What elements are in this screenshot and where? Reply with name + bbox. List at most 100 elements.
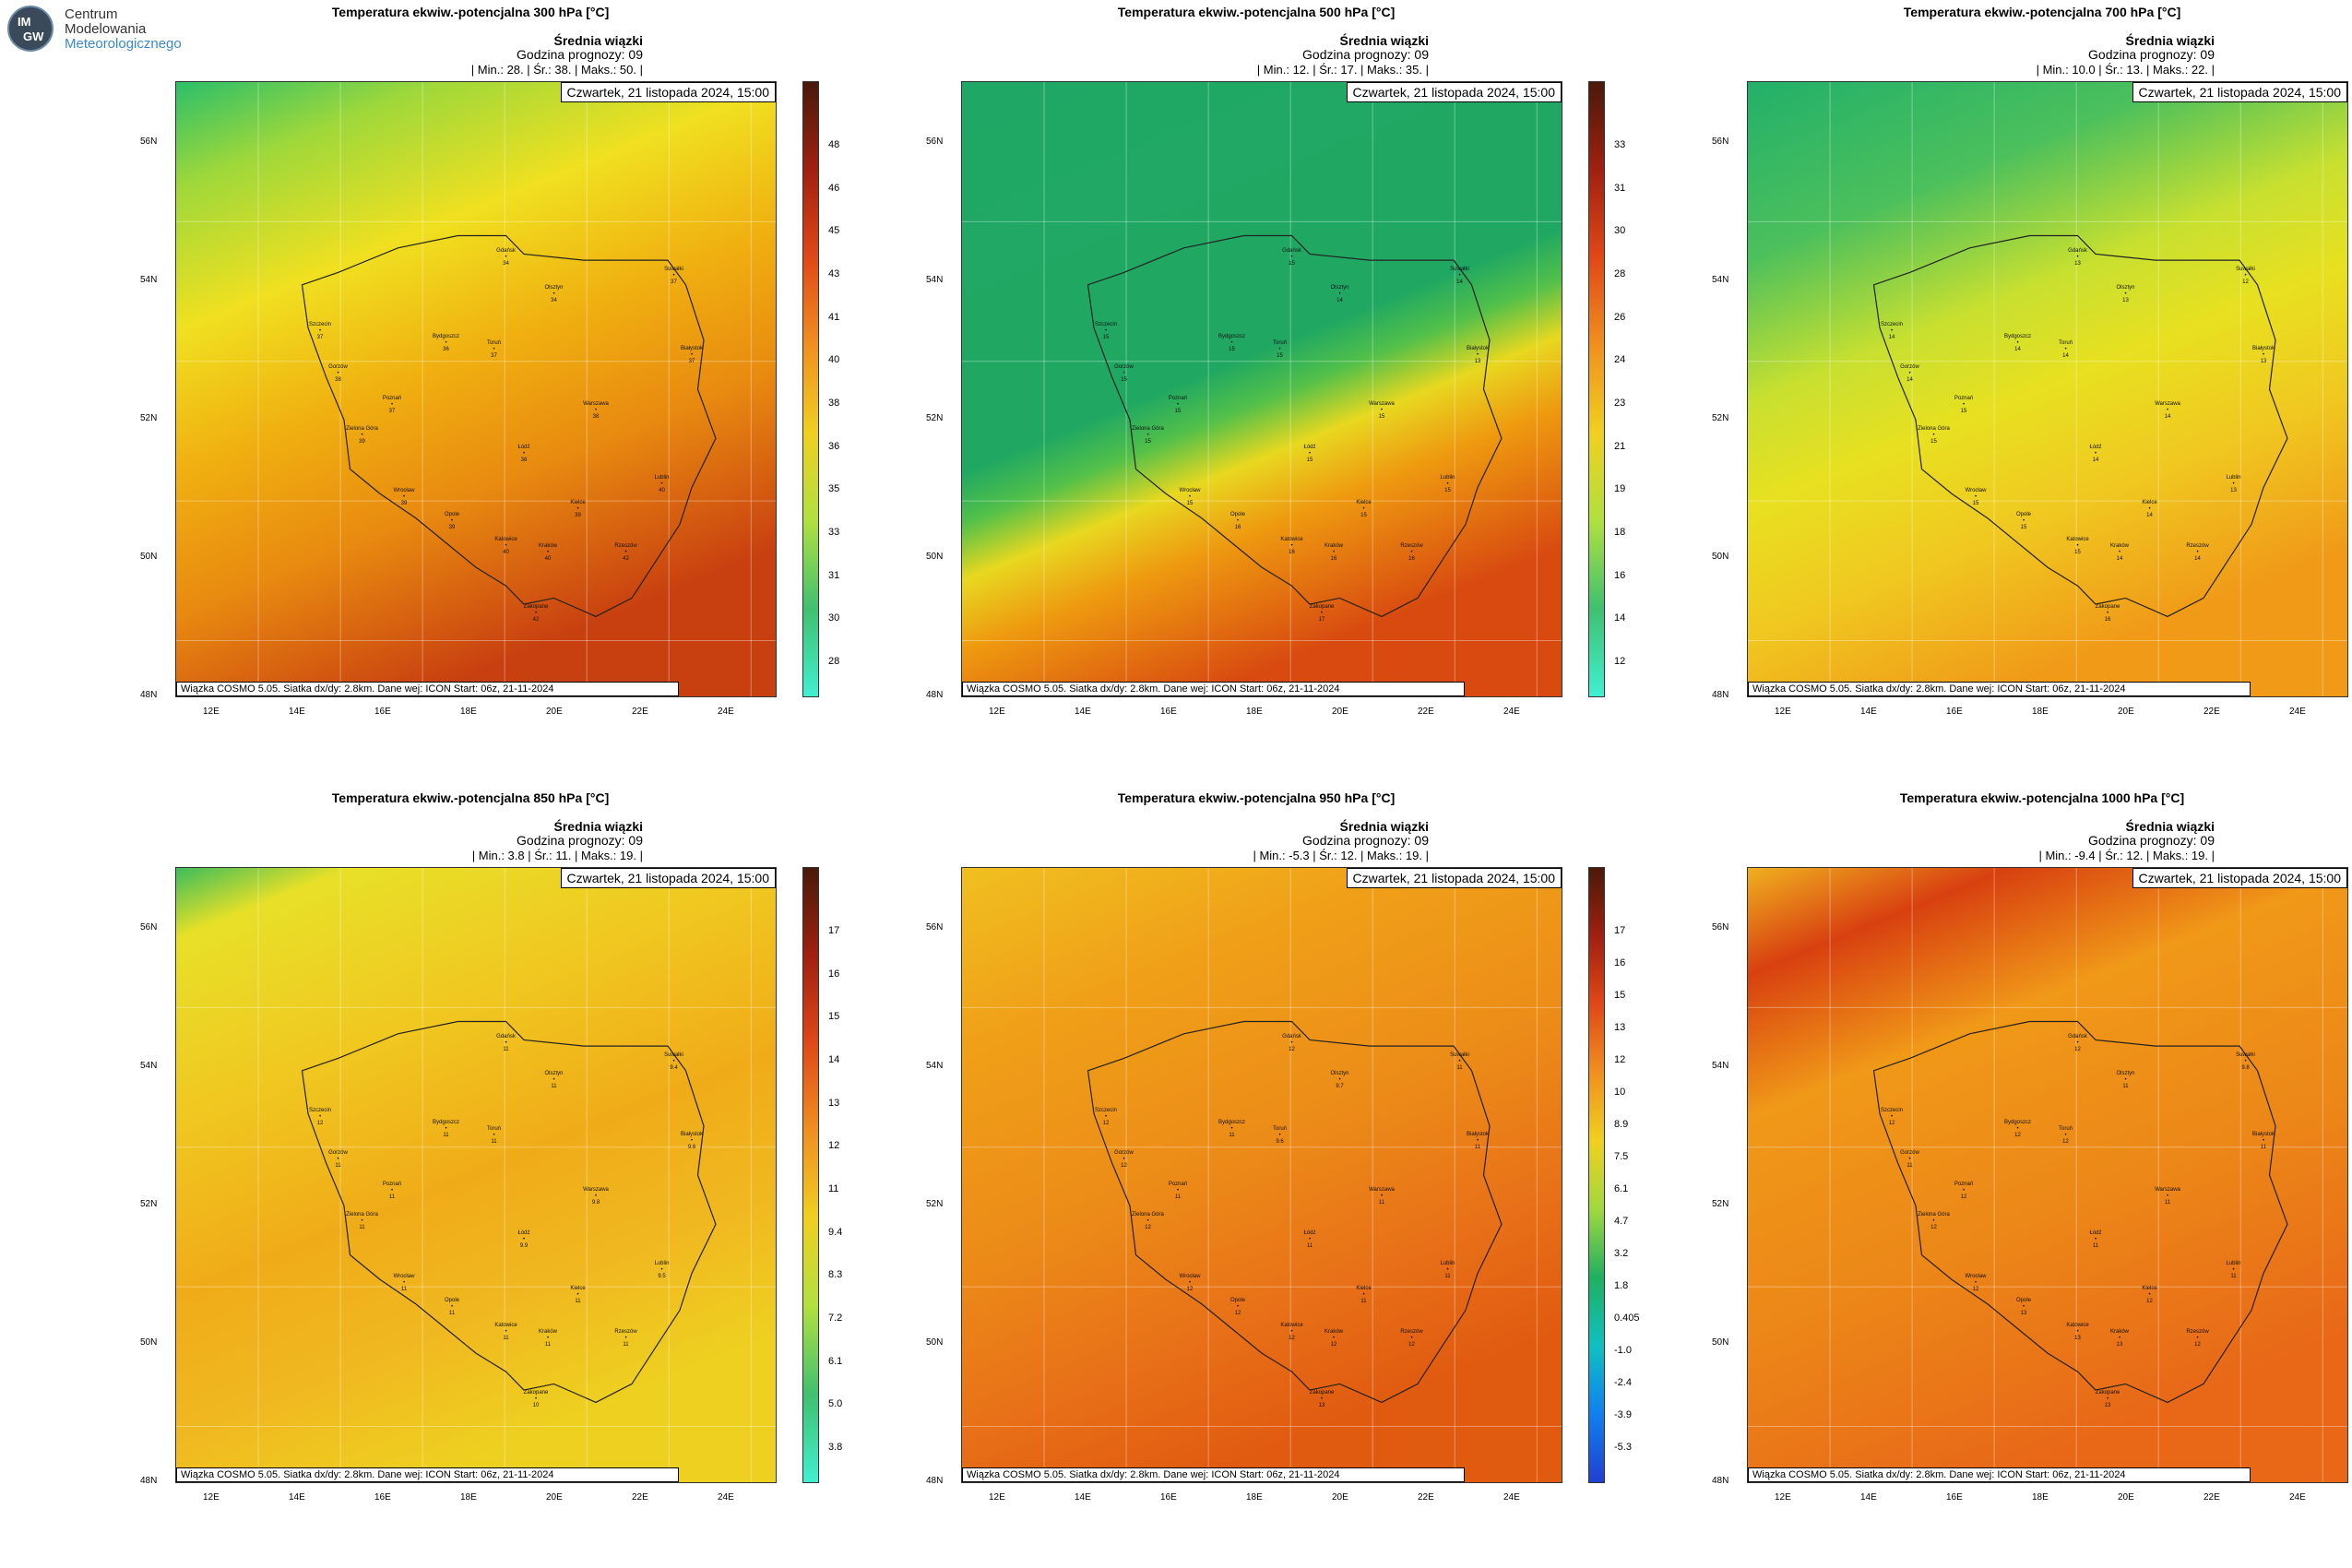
city-label: Toruń • 12: [2058, 1125, 2073, 1145]
lat-label: 50N: [140, 1337, 158, 1348]
forecast-hour: Godzina prognozy: 09: [2088, 833, 2215, 848]
city-label: Lublin • 15: [1440, 475, 1455, 494]
panel-info: Średnia wiązki Godzina prognozy: 09: [2088, 820, 2215, 848]
panel-stats: | Min.: 12. | Śr.: 17. | Maks.: 35. |: [1256, 63, 1429, 77]
city-label: Warszawa • 15: [1369, 401, 1395, 421]
city-label: Zielona Góra • 11: [346, 1211, 378, 1230]
panel-stats: | Min.: 10.0 | Śr.: 13. | Maks.: 22. |: [2036, 63, 2215, 77]
city-label: Opole • 39: [444, 512, 460, 531]
city-label: Poznań • 11: [382, 1181, 402, 1200]
city-label: Gdańsk • 12: [1282, 1033, 1301, 1052]
avg-label: Średnia wiązki: [1339, 33, 1429, 48]
lat-label: 56N: [1712, 137, 1729, 147]
map-panel-3: Temperatura ekwiw.-potencjalna 700 hPa […: [1655, 0, 2352, 752]
city-label: Kielce • 12: [2142, 1285, 2157, 1304]
forecast-hour: Godzina prognozy: 09: [517, 833, 643, 848]
colorbar-label: 33: [1614, 139, 1626, 150]
city-label: Kraków • 14: [2109, 542, 2130, 562]
city-label: Opole • 13: [2015, 1298, 2032, 1317]
colorbar-label: 21: [1614, 440, 1626, 452]
lon-label: 24E: [1503, 707, 1520, 717]
lat-label: 48N: [140, 1476, 158, 1486]
city-label: Kraków • 40: [538, 542, 558, 562]
city-label: Zakopane • 13: [2095, 1390, 2120, 1409]
temperature-field: [1748, 82, 2347, 696]
city-label: Warszawa • 9.8: [583, 1187, 609, 1206]
city-label: Toruń • 37: [486, 339, 502, 359]
lon-label: 14E: [1860, 1492, 1877, 1503]
city-label: Kielce • 11: [570, 1285, 586, 1304]
temperature-field: [176, 868, 776, 1482]
avg-label: Średnia wiązki: [553, 33, 643, 48]
colorbar-label: 14: [1614, 612, 1626, 624]
lat-label: 52N: [1712, 1199, 1729, 1209]
colorbar-label: 12: [828, 1140, 840, 1152]
temperature-field: [1748, 868, 2347, 1482]
panel-title: Temperatura ekwiw.-potencjalna 700 hPa […: [1903, 5, 2181, 19]
temperature-field: [176, 82, 776, 696]
lon-label: 24E: [2289, 707, 2306, 717]
colorbar-label: -5.3: [1614, 1442, 1632, 1453]
city-label: Katowice • 15: [2066, 536, 2089, 555]
imgw-logo: IM GW Centrum Modelowania Meteorologiczn…: [7, 6, 192, 53]
logo-initials-bottom: GW: [23, 30, 44, 43]
colorbar-label: -3.9: [1614, 1409, 1632, 1420]
lat-label: 50N: [140, 552, 158, 562]
city-label: Poznań • 12: [1954, 1181, 1974, 1200]
lat-label: 48N: [1712, 1476, 1729, 1486]
colorbar-label: 36: [828, 440, 840, 452]
panel-stats: | Min.: -9.4 | Śr.: 12. | Maks.: 19. |: [2038, 849, 2215, 862]
logo-line3: Meteorologicznego: [65, 36, 182, 52]
logo-line1: Centrum: [65, 6, 118, 22]
lon-label: 16E: [1946, 1492, 1963, 1503]
lon-label: 22E: [1418, 1492, 1434, 1503]
lon-label: 20E: [1332, 707, 1348, 717]
panel-stats: | Min.: -5.3 | Śr.: 12. | Maks.: 19. |: [1253, 849, 1429, 862]
lon-label: 12E: [1775, 1492, 1791, 1503]
date-box: Czwartek, 21 listopada 2024, 15:00: [2132, 868, 2347, 888]
city-label: Katowice • 11: [494, 1322, 517, 1341]
lon-label: 14E: [1075, 707, 1091, 717]
city-label: Toruń • 9.6: [1272, 1125, 1288, 1145]
lon-label: 24E: [1503, 1492, 1520, 1503]
avg-label: Średnia wiązki: [2125, 33, 2215, 48]
lon-label: 22E: [2204, 1492, 2220, 1503]
city-label: Bydgoszcz • 15: [1218, 334, 1246, 353]
lon-label: 16E: [1946, 707, 1963, 717]
lon-label: 22E: [632, 707, 648, 717]
colorbar-label: 8.3: [828, 1269, 843, 1281]
city-label: Gorzów • 14: [1900, 364, 1919, 384]
city-label: Kraków • 12: [1324, 1328, 1344, 1348]
map-frame: Gdańsk • 12 Suwałki • 9.8 Olsztyn • 11 Szczecin • 1…: [1747, 867, 2348, 1483]
lon-label: 14E: [1075, 1492, 1091, 1503]
city-label: Szczecin • 12: [308, 1107, 332, 1126]
city-label: Lublin • 11: [2226, 1261, 2241, 1280]
colorbar-label: 30: [828, 612, 840, 624]
city-label: Katowice • 16: [1280, 536, 1303, 555]
city-label: Białystok • 13: [2251, 346, 2275, 365]
footer-box: Wiązka COSMO 5.05. Siatka dx/dy: 2.8km. …: [176, 682, 679, 696]
city-label: Kielce • 39: [570, 499, 586, 518]
colorbar-label: 18: [1614, 527, 1626, 538]
colorbar-label: 31: [1614, 182, 1626, 194]
colorbar-label: 45: [828, 225, 840, 237]
city-label: Poznań • 11: [1168, 1181, 1188, 1200]
colorbar-label: 35: [828, 483, 840, 495]
lon-label: 24E: [2289, 1492, 2306, 1503]
footer-box: Wiązka COSMO 5.05. Siatka dx/dy: 2.8km. …: [1748, 1467, 2251, 1482]
colorbar-label: 23: [1614, 398, 1626, 409]
lon-label: 18E: [460, 707, 477, 717]
colorbar-label: 31: [828, 569, 840, 581]
footer-box: Wiązka COSMO 5.05. Siatka dx/dy: 2.8km. …: [176, 1467, 679, 1482]
city-label: Kielce • 15: [1356, 499, 1372, 518]
poland-border: [1087, 1020, 1503, 1404]
colorbar-label: 15: [1614, 990, 1626, 1001]
colorbar-label: 16: [828, 968, 840, 980]
lat-label: 56N: [140, 137, 158, 147]
colorbar-label: 19: [1614, 483, 1626, 495]
city-label: Szczecin • 14: [1880, 321, 1904, 340]
city-label: Gorzów • 11: [328, 1150, 348, 1170]
city-label: Wrocław • 39: [393, 487, 415, 506]
lat-label: 54N: [1712, 275, 1729, 285]
map-panel-1: Temperatura ekwiw.-potencjalna 300 hPa […: [83, 0, 853, 752]
